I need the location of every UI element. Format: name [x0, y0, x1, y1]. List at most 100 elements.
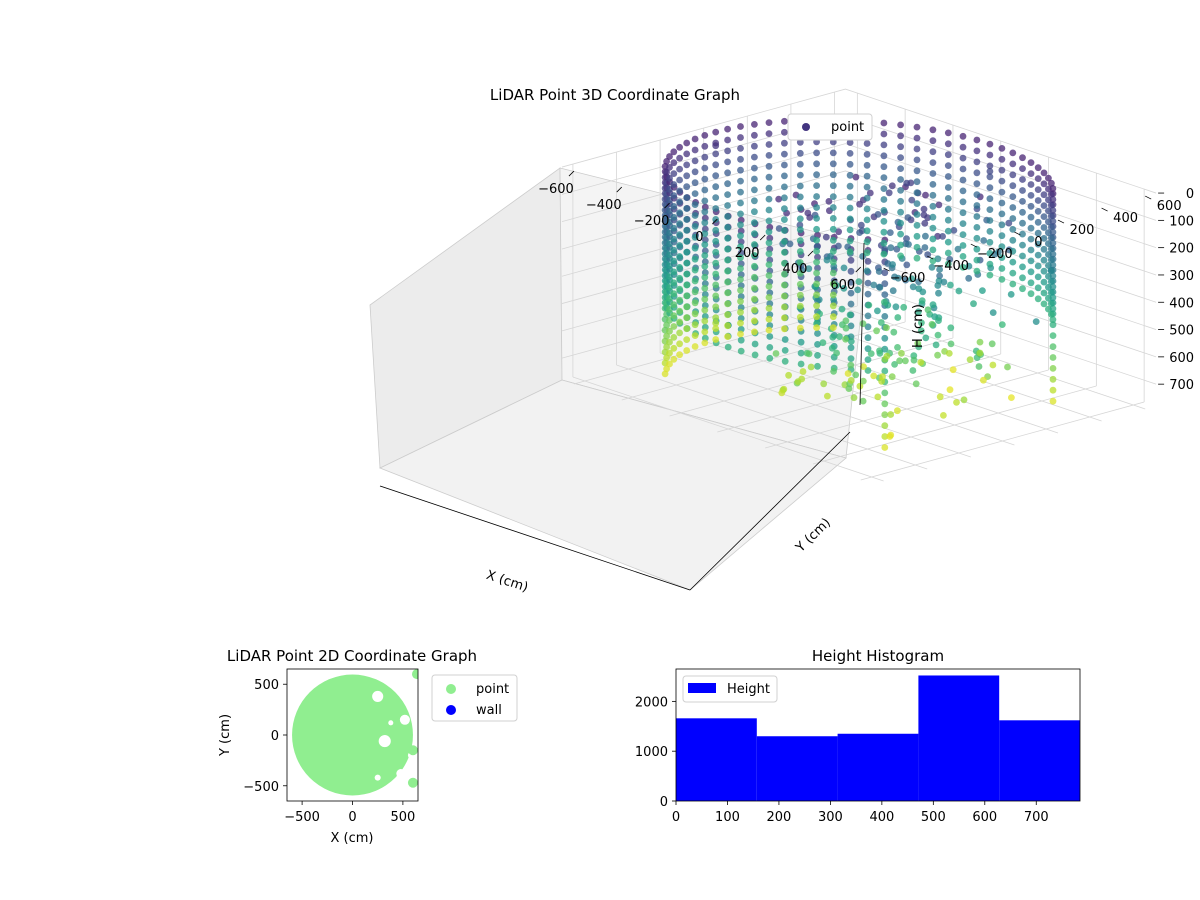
data-point-3d: [670, 301, 678, 309]
data-point-3d: [986, 228, 994, 235]
data-point-3d: [881, 367, 889, 375]
data-point-3d: [670, 181, 678, 188]
data-point-3d: [896, 357, 903, 365]
data-point-3d: [781, 194, 788, 202]
data-point-3d: [1009, 193, 1017, 201]
data-point-3d: [929, 170, 937, 177]
data-point-3d: [947, 340, 955, 348]
data-point-3d: [863, 205, 871, 213]
data-point-3d: [1032, 318, 1040, 325]
data-point-3d: [1019, 219, 1026, 227]
data-point-3d: [805, 265, 813, 273]
data-point-3d: [881, 411, 889, 419]
data-point-3d: [936, 266, 943, 273]
data-point-3d: [676, 307, 683, 315]
data-point-3d: [934, 331, 942, 339]
data-point-3d: [813, 291, 820, 299]
data-point-3d: [724, 278, 731, 286]
data-point-3d: [973, 267, 981, 275]
x-tick-label-3d: 600: [830, 278, 855, 293]
x-tick-label-3d: −600: [538, 182, 574, 197]
data-point-3d: [859, 397, 867, 405]
histogram-frame: [675, 668, 1081, 802]
data-point-3d: [1009, 182, 1017, 190]
data-point-3d: [881, 389, 889, 397]
legend-3d-marker: [802, 123, 810, 131]
histogram-legend-frame: [682, 675, 778, 703]
data-point-3d: [691, 233, 699, 241]
data-point-3d: [1009, 269, 1017, 277]
data-point-3d: [986, 151, 994, 159]
histogram-bar: [756, 736, 838, 801]
data-point-3d: [921, 244, 929, 251]
data-point-3d: [897, 165, 904, 173]
data-point-3d: [765, 326, 773, 334]
data-point-3d: [683, 216, 691, 223]
data-point-3d: [691, 255, 699, 263]
data-point-3d: [796, 302, 804, 310]
data-point-3d: [929, 224, 937, 232]
x-tick-3d: [568, 170, 575, 177]
data-point-3d: [1019, 187, 1026, 194]
data-point-3d: [1048, 289, 1055, 296]
data-point-3d: [751, 208, 758, 216]
data-point-3d: [683, 270, 691, 278]
data-point-3d: [712, 319, 720, 327]
data-point-3d: [676, 285, 683, 293]
y-tick-label-3d: 0: [1034, 235, 1042, 250]
data-point-3d: [881, 444, 889, 451]
data-point-2d: [407, 777, 418, 788]
data-point-3d: [691, 168, 699, 176]
data-point-3d: [683, 205, 691, 212]
data-point-3d: [670, 213, 678, 221]
data-point-3d: [989, 309, 997, 316]
data-point-3d: [1040, 169, 1048, 177]
data-point-3d: [1048, 245, 1055, 253]
histogram-legend-swatch: [688, 683, 716, 693]
data-point-3d: [840, 285, 848, 292]
data-point-3d: [765, 162, 773, 170]
data-point-3d: [796, 313, 804, 321]
data-point-3d: [914, 339, 922, 347]
data-point-3d: [712, 314, 720, 322]
data-point-3d: [724, 169, 731, 177]
data-point-3d: [701, 273, 709, 281]
data-point-3d: [913, 123, 921, 131]
data-point-3d: [1027, 181, 1035, 188]
data-point-3d: [998, 188, 1006, 196]
data-point-3d: [751, 230, 758, 238]
data-point-3d: [890, 328, 898, 336]
data-point-3d: [929, 181, 937, 188]
data-point-3d: [859, 320, 867, 328]
data-point-3d: [881, 400, 889, 408]
data-point-3d: [666, 153, 673, 160]
data-point-3d: [863, 140, 871, 147]
data-point-3d: [807, 363, 815, 371]
data-point-3d: [944, 162, 952, 170]
data-point-3d: [806, 214, 814, 221]
data-point-3d: [835, 242, 842, 250]
data-point-3d: [922, 334, 930, 342]
data-point-3d: [909, 367, 917, 374]
data-point-3d: [934, 351, 941, 359]
ticks-2d: −500 −500 0 0 500 500: [243, 678, 415, 825]
data-point-3d: [765, 130, 773, 138]
y-tick-3d: [1145, 195, 1152, 200]
data-point-3d: [737, 221, 744, 229]
data-point-3d: [737, 319, 744, 327]
data-point-3d: [863, 194, 871, 202]
data-point-3d: [986, 249, 994, 257]
histogram-y-tick-label: 0: [660, 795, 668, 810]
data-point-3d: [973, 136, 981, 144]
y-tick-label-2d: 500: [254, 678, 279, 693]
pane-floor: [379, 379, 847, 591]
data-point-3d: [796, 291, 804, 299]
x-tick-3d: [712, 218, 718, 225]
data-point-3d: [847, 355, 855, 362]
data-point-3d: [986, 271, 994, 279]
data-point-3d: [998, 166, 1006, 174]
data-point-3d: [912, 380, 920, 388]
data-point-3d: [940, 412, 947, 419]
data-point-3d: [949, 366, 957, 374]
data-point-3d: [712, 303, 720, 311]
